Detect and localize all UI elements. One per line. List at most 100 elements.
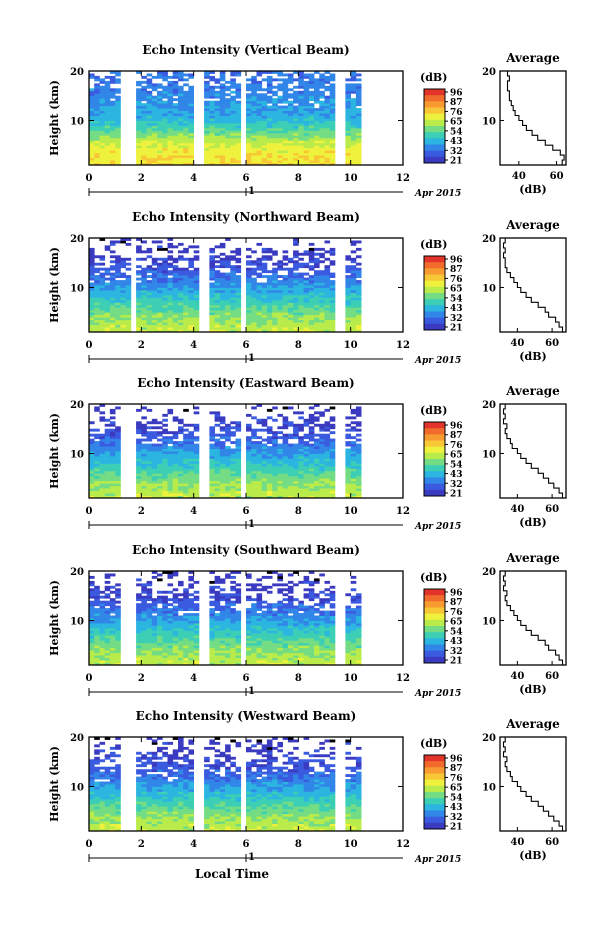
heatmap-cell — [188, 483, 194, 487]
heatmap-cell — [324, 282, 331, 286]
heatmap-cell — [188, 275, 194, 278]
heatmap-cell — [230, 118, 236, 121]
heatmap-cell — [329, 441, 336, 444]
heatmap-cell — [287, 140, 294, 144]
heatmap-cell — [141, 448, 147, 452]
heatmap-cell — [172, 319, 179, 323]
heatmap-cell — [319, 304, 325, 308]
heatmap-cell — [183, 150, 189, 154]
heatmap-cell — [293, 90, 299, 94]
heatmap-cell — [172, 270, 179, 274]
heatmap-cell — [308, 307, 315, 311]
heatmap-cell — [183, 90, 189, 94]
heatmap-cell — [329, 458, 336, 462]
heatmap-cell — [230, 468, 236, 472]
heatmap-cell — [115, 473, 121, 477]
heatmap-cell — [266, 317, 273, 321]
heatmap-cell — [219, 480, 226, 484]
heatmap-cell — [162, 162, 168, 166]
heatmap-cell — [235, 655, 242, 658]
heatmap-cell — [293, 260, 299, 264]
heatmap-cell — [277, 448, 283, 452]
heatmap-cell — [298, 137, 304, 141]
heatmap-cell — [141, 637, 147, 641]
heatmap-cell — [219, 662, 226, 666]
heatmap-cell — [172, 93, 179, 97]
heatmap-cell — [172, 441, 179, 444]
heatmap-cell — [204, 155, 210, 158]
heatmap-cell — [277, 329, 283, 333]
heatmap-cell — [308, 642, 315, 646]
heatmap-cell — [293, 71, 299, 74]
heatmap-cell — [157, 152, 163, 156]
heatmap-cell — [167, 490, 174, 494]
heatmap-cell — [282, 418, 289, 422]
heatmap-cell — [282, 289, 289, 293]
heatmap-cell — [319, 287, 325, 291]
heatmap-cell — [115, 307, 121, 311]
heatmap-cell — [246, 302, 252, 306]
heatmap-cell — [266, 155, 273, 158]
heatmap-cell — [314, 635, 320, 639]
heatmap-cell — [109, 451, 116, 454]
heatmap-cell — [308, 75, 315, 79]
heatmap-cell — [298, 95, 304, 99]
heatmap-cell — [277, 157, 283, 161]
heatmap-cell — [350, 426, 357, 430]
heatmap-cell — [225, 157, 231, 161]
heatmap-cell — [193, 480, 200, 484]
heatmap-cell — [136, 662, 142, 666]
heatmap-cell — [167, 270, 174, 274]
heatmap-cell — [209, 120, 215, 124]
heatmap-cell — [345, 329, 351, 333]
heatmap-cell — [261, 262, 268, 266]
heatmap-cell — [204, 75, 210, 79]
heatmap-cell — [329, 292, 336, 296]
heatmap-cell — [89, 75, 95, 79]
colorbar-tick-label: 43 — [450, 304, 463, 314]
heatmap-cell — [272, 272, 278, 276]
heatmap-cell — [324, 460, 331, 464]
heatmap-cell — [146, 157, 153, 161]
heatmap-cell — [256, 289, 263, 293]
heatmap-cell — [183, 125, 189, 129]
heatmap-cell — [345, 307, 351, 311]
heatmap-cell — [94, 453, 100, 457]
heatmap-cell — [104, 642, 111, 646]
colorbar-swatch — [424, 138, 445, 145]
heatmap-cell — [324, 155, 331, 158]
heatmap-cell — [141, 287, 147, 291]
heatmap-cell — [314, 160, 320, 163]
heatmap-cell — [230, 490, 236, 494]
heatmap-cell — [355, 495, 362, 499]
heatmap-cell — [115, 455, 121, 459]
heatmap-cell — [219, 660, 226, 663]
heatmap-cell — [261, 255, 268, 259]
heatmap-cell — [272, 635, 278, 639]
heatmap-cell — [308, 118, 315, 121]
heatmap-cell — [329, 426, 336, 430]
heatmap-cell — [261, 490, 268, 494]
heatmap-cell — [94, 650, 100, 654]
colorbar-swatch — [424, 317, 445, 325]
heatmap-cell — [136, 83, 142, 87]
heatmap-cell — [183, 650, 189, 654]
heatmap-cell — [293, 312, 299, 316]
heatmap-cell — [298, 647, 304, 651]
heatmap-cell — [345, 632, 351, 636]
heatmap-cell — [178, 73, 184, 77]
heatmap-cell — [109, 277, 116, 281]
heatmap-cell — [246, 493, 252, 496]
heatmap-cell — [261, 423, 268, 427]
y-tick-label: 10 — [70, 283, 84, 294]
heatmap-cell — [272, 448, 278, 452]
heatmap-cell — [99, 78, 106, 82]
heatmap-cell — [209, 292, 215, 296]
heatmap-cell — [178, 451, 184, 454]
heatmap-cell — [89, 73, 95, 77]
heatmap-cell — [298, 637, 304, 641]
x-tick-label: 0 — [86, 173, 93, 184]
heatmap-cell — [151, 640, 158, 644]
heatmap-cell — [219, 115, 226, 119]
heatmap-cell — [287, 88, 294, 92]
